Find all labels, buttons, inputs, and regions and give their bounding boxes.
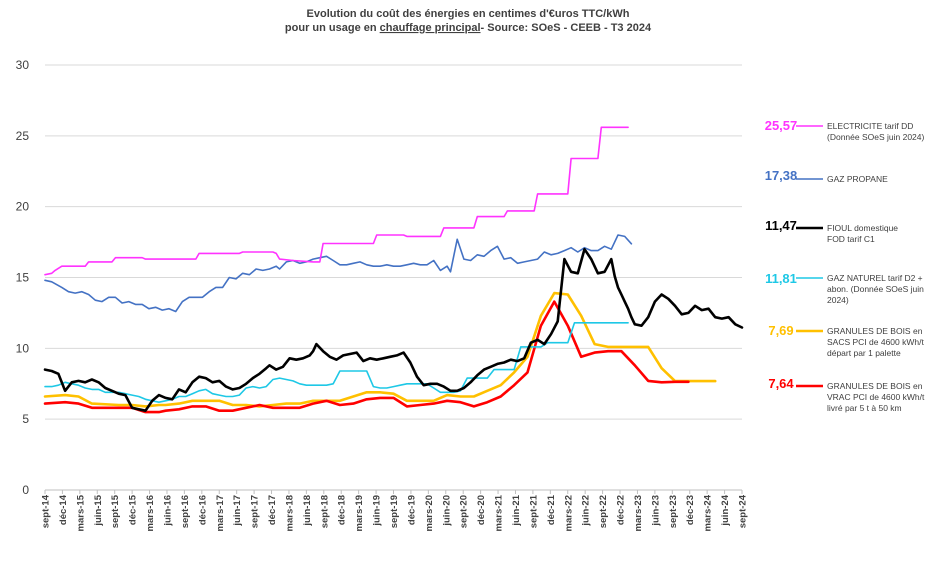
x-tick-label: déc-22 bbox=[616, 495, 627, 525]
x-tick-label: juin-22 bbox=[581, 495, 592, 527]
legend-label-2: FIOUL domestique bbox=[827, 223, 898, 233]
title-line2-prefix: pour un usage en bbox=[285, 22, 380, 34]
last-value-4: 7,69 bbox=[768, 323, 793, 338]
x-tick-label: juin-16 bbox=[162, 495, 173, 527]
legend-label-4: départ par 1 palette bbox=[827, 348, 901, 358]
x-tick-label: sept-18 bbox=[319, 495, 330, 528]
legend-label-5: VRAC PCI de 4600 kWh/t bbox=[827, 392, 925, 402]
y-tick-label: 10 bbox=[16, 341, 30, 355]
y-tick-label: 5 bbox=[22, 412, 29, 426]
legend-label-3: abon. (Donnée SOeS juin bbox=[827, 284, 924, 294]
x-tick-label: sept-17 bbox=[250, 495, 261, 528]
title-line1: Evolution du coût des énergies en centim… bbox=[307, 8, 630, 20]
x-tick-label: juin-15 bbox=[93, 494, 104, 526]
x-tick-label: mars-15 bbox=[75, 494, 86, 531]
gridlines bbox=[45, 64, 742, 491]
legend-label-4: SACS PCI de 4600 kWh/t bbox=[827, 337, 924, 347]
title-line2: pour un usage en chauffage principal- So… bbox=[285, 22, 652, 34]
x-tick-label: sept-15 bbox=[110, 494, 121, 528]
last-value-5: 7,64 bbox=[768, 376, 794, 391]
y-tick-label: 15 bbox=[16, 271, 30, 285]
x-tick-label: juin-21 bbox=[511, 494, 522, 526]
series-line-1 bbox=[44, 234, 633, 313]
legend-label-2: FOD tarif C1 bbox=[827, 234, 875, 244]
x-tick-label: mars-16 bbox=[145, 495, 156, 531]
last-value-3: 11,81 bbox=[765, 271, 797, 286]
x-tick-label: déc-23 bbox=[685, 495, 696, 525]
x-tick-label: mars-21 bbox=[494, 494, 505, 531]
x-tick-label: déc-14 bbox=[58, 494, 69, 525]
x-tick-label: sept-21 bbox=[528, 494, 539, 528]
x-tick-label: juin-23 bbox=[650, 495, 661, 527]
x-tick-label: déc-15 bbox=[128, 494, 139, 525]
x-tick-label: sept-16 bbox=[180, 495, 191, 528]
x-tick-label: mars-19 bbox=[354, 495, 365, 531]
y-tick-label: 0 bbox=[22, 483, 29, 497]
last-value-2: 11,47 bbox=[765, 218, 797, 233]
x-tick-label: déc-17 bbox=[267, 495, 278, 525]
title-line2-suffix: - Source: SOeS - CEEB - T3 2024 bbox=[481, 22, 652, 34]
last-value-0: 25,57 bbox=[765, 118, 798, 133]
x-tick-label: mars-18 bbox=[284, 495, 295, 531]
legend-label-3: GAZ NATUREL tarif D2 + bbox=[827, 273, 923, 283]
y-tick-label: 25 bbox=[16, 129, 30, 143]
last-value-1: 17,38 bbox=[765, 168, 798, 183]
x-tick-label: juin-20 bbox=[441, 495, 452, 527]
x-tick-label: déc-19 bbox=[406, 495, 417, 525]
x-tick-label: mars-24 bbox=[703, 494, 714, 531]
x-tick-label: sept-20 bbox=[459, 495, 470, 528]
series-line-5 bbox=[43, 300, 690, 414]
x-tick-label: mars-20 bbox=[424, 495, 435, 531]
legend-label-3: 2024) bbox=[827, 295, 849, 305]
series-line-2 bbox=[43, 247, 744, 412]
legend-label-5: livré par 5 t à 50 km bbox=[827, 403, 902, 413]
x-tick-label: sept-22 bbox=[598, 495, 609, 528]
x-tick-label: juin-24 bbox=[720, 494, 731, 526]
x-tick-label: juin-18 bbox=[302, 495, 313, 527]
x-tick-label: sept-24 bbox=[738, 494, 749, 528]
legend-label-0: (Donnée SOeS juin 2024) bbox=[827, 132, 925, 142]
x-tick-label: déc-18 bbox=[337, 495, 348, 525]
y-axis: 0 5 10 15 20 25 30 bbox=[16, 58, 30, 497]
plot-area bbox=[43, 126, 744, 414]
y-tick-label: 20 bbox=[16, 200, 30, 214]
x-axis: sept-14 déc-14 mars-15 juin-15 sept-15 déc-15… bbox=[41, 489, 749, 531]
legend-label-1: GAZ PROPANE bbox=[827, 174, 888, 184]
x-tick-label: juin-19 bbox=[372, 495, 383, 527]
x-tick-label: déc-21 bbox=[546, 494, 557, 525]
x-tick-label: déc-16 bbox=[197, 495, 208, 525]
x-tick-label: mars-17 bbox=[215, 495, 226, 531]
legend: ELECTRICITE tarif DD(Donnée SOeS juin 20… bbox=[765, 118, 925, 413]
legend-label-0: ELECTRICITE tarif DD bbox=[827, 121, 913, 131]
x-tick-label: déc-20 bbox=[476, 495, 487, 525]
series-line-4 bbox=[43, 291, 717, 408]
title-line2-underlined: chauffage principal bbox=[380, 22, 481, 34]
x-tick-label: mars-23 bbox=[633, 495, 644, 531]
series-line-3 bbox=[44, 322, 629, 403]
x-tick-label: sept-14 bbox=[41, 494, 52, 528]
x-tick-label: mars-22 bbox=[563, 495, 574, 531]
series-line-0 bbox=[44, 126, 629, 276]
x-tick-label: juin-17 bbox=[232, 495, 243, 527]
legend-label-5: GRANULES DE BOIS en bbox=[827, 381, 923, 391]
chart-title: Evolution du coût des énergies en centim… bbox=[285, 8, 652, 34]
x-tick-label: sept-19 bbox=[389, 495, 400, 528]
x-tick-label: sept-23 bbox=[668, 495, 679, 528]
y-tick-label: 30 bbox=[16, 58, 30, 72]
legend-label-4: GRANULES DE BOIS en bbox=[827, 326, 923, 336]
